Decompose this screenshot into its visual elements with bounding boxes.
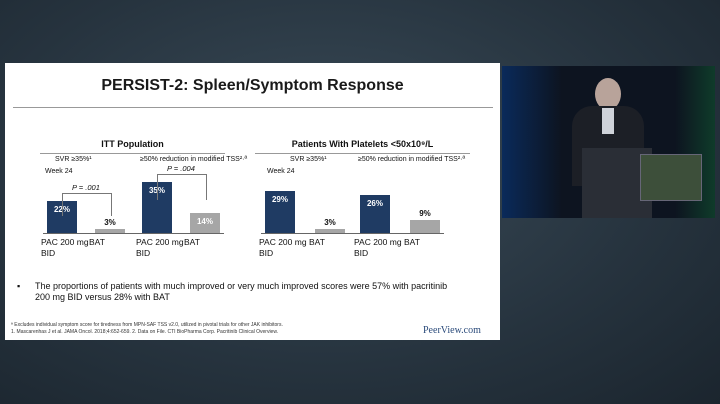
- speaker-video: [502, 66, 715, 218]
- category-label: BAT: [404, 237, 420, 247]
- value-label: 26%: [366, 199, 383, 209]
- title-rule: [13, 107, 493, 108]
- category-label: BAT: [184, 237, 200, 247]
- footnote: 1. Mascarenhas J et al. JAMA Oncol. 2018…: [11, 329, 279, 335]
- value-label: 22%: [53, 205, 70, 215]
- chart-rule: [255, 153, 470, 154]
- category-label: PAC 200 mg BID: [136, 237, 184, 258]
- p-value: P = .001: [70, 183, 102, 193]
- category-label: PAC 200 mg BID: [354, 237, 402, 258]
- baseline: [261, 233, 444, 234]
- category-label: BAT: [89, 237, 105, 247]
- value-label: 3%: [104, 217, 116, 227]
- chart-title: Patients With Platelets <50x10⁹/L: [291, 139, 434, 149]
- chart-title: ITT Population: [101, 139, 164, 149]
- group-label: ≥50% reduction in modified TSS²·ª: [140, 156, 248, 163]
- brand: PeerView.com: [423, 325, 481, 336]
- p-bracket: [157, 174, 207, 200]
- slide: PERSIST-2: Spleen/Symptom Response ▪ The …: [5, 63, 500, 340]
- category-label: PAC 200 mg BID: [259, 237, 307, 258]
- p-bracket: [62, 193, 112, 216]
- bar: [265, 190, 295, 233]
- category-label: PAC 200 mg BID: [41, 237, 89, 258]
- value-label: 29%: [271, 194, 288, 204]
- value-label: 14%: [196, 216, 213, 226]
- value-label: 35%: [148, 186, 165, 196]
- bar: [410, 219, 440, 233]
- bullet-text: The proportions of patients with much im…: [35, 281, 448, 302]
- category-label: BAT: [309, 237, 325, 247]
- bar: [95, 228, 125, 233]
- bar: [315, 228, 345, 233]
- bullet: ▪ The proportions of patients with much i…: [17, 281, 448, 302]
- slide-title: PERSIST-2: Spleen/Symptom Response: [101, 77, 404, 94]
- chart-rule: [40, 153, 225, 154]
- group-label: SVR ≥35%¹: [290, 156, 327, 163]
- baseline: [43, 233, 224, 234]
- footnote: ª Excludes individual symptom score for …: [11, 322, 283, 328]
- value-label: 9%: [419, 208, 431, 218]
- subtitle: Week 24: [267, 168, 295, 175]
- bar: [190, 212, 220, 233]
- group-label: SVR ≥35%¹: [55, 156, 92, 163]
- bar: [360, 195, 390, 233]
- subtitle: Week 24: [45, 168, 73, 175]
- value-label: 3%: [324, 217, 336, 227]
- p-value: P = .004: [165, 164, 197, 174]
- group-label: ≥50% reduction in modified TSS²·ª: [358, 156, 466, 163]
